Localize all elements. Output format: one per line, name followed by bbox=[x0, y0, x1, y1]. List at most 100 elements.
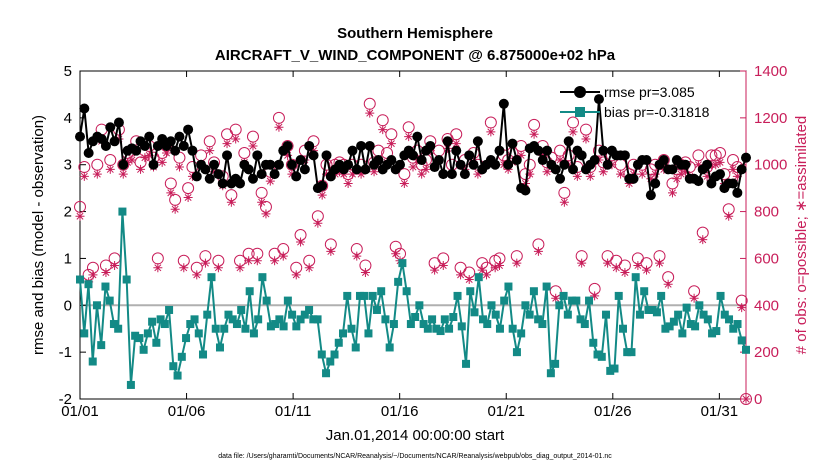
obs-assimilated-point bbox=[568, 127, 578, 137]
obs-assimilated-point bbox=[430, 265, 440, 275]
left-tick-label: -1 bbox=[59, 344, 72, 361]
rmse-point bbox=[131, 145, 142, 156]
bias-point bbox=[703, 315, 712, 324]
obs-assimilated-point bbox=[88, 270, 98, 280]
obs-possible-point bbox=[385, 128, 398, 141]
bias-point bbox=[563, 310, 572, 319]
obs-assimilated-point bbox=[456, 270, 466, 280]
bias-point bbox=[105, 296, 114, 305]
left-tick-label: 4 bbox=[64, 110, 72, 127]
bias-point bbox=[330, 350, 339, 359]
rmse-point bbox=[269, 169, 280, 180]
bias-point bbox=[322, 369, 331, 378]
bias-point bbox=[131, 331, 140, 340]
rmse-point bbox=[446, 169, 457, 180]
bias-point bbox=[271, 320, 280, 329]
obs-assimilated-point bbox=[317, 190, 327, 200]
obs-assimilated-point bbox=[533, 246, 543, 256]
bias-point bbox=[215, 343, 224, 352]
chart-subtitle: AIRCRAFT_V_WIND_COMPONENT @ 6.875000e+02… bbox=[215, 47, 616, 64]
bias-point bbox=[483, 320, 492, 329]
obs-assimilated-point bbox=[616, 169, 626, 179]
rmse-point bbox=[589, 155, 600, 166]
obs-possible-point bbox=[484, 116, 497, 129]
rmse-point bbox=[395, 159, 406, 170]
bias-point bbox=[491, 310, 500, 319]
bias-point bbox=[635, 310, 644, 319]
obs-possible-point bbox=[246, 130, 259, 143]
rmse-point bbox=[728, 178, 739, 189]
bias-point bbox=[135, 334, 144, 343]
rmse-point bbox=[321, 150, 332, 161]
obs-assimilated-point bbox=[356, 169, 366, 179]
bias-point bbox=[440, 315, 449, 324]
rmse-point bbox=[295, 155, 306, 166]
rmse-point bbox=[183, 124, 194, 135]
rmse-point bbox=[299, 164, 310, 175]
obs-assimilated-point bbox=[326, 246, 336, 256]
bias-point bbox=[80, 329, 89, 338]
bias-point bbox=[258, 273, 267, 282]
rmse-point bbox=[459, 169, 470, 180]
bias-point bbox=[305, 305, 314, 314]
bias-point bbox=[143, 329, 152, 338]
obs-assimilated-point bbox=[365, 108, 375, 118]
obs-assimilated-point bbox=[391, 249, 401, 259]
bias-point bbox=[279, 322, 288, 331]
x-tick-label: 01/06 bbox=[168, 403, 206, 420]
rmse-point bbox=[109, 136, 120, 147]
obs-assimilated-point bbox=[693, 160, 703, 170]
legend-label: bias pr=-0.31818 bbox=[604, 104, 710, 120]
obs-assimilated-point bbox=[265, 176, 275, 186]
bias-point bbox=[368, 291, 377, 300]
obs-assimilated-point bbox=[650, 169, 660, 179]
obs-possible-point bbox=[614, 158, 627, 171]
rmse-point bbox=[217, 178, 228, 189]
bias-point bbox=[661, 324, 670, 333]
bias-point bbox=[568, 296, 577, 305]
obs-assimilated-point bbox=[655, 258, 665, 268]
x-tick-label: 01/26 bbox=[594, 403, 632, 420]
obs-assimilated-point bbox=[166, 188, 176, 198]
obs-assimilated-point bbox=[667, 188, 677, 198]
obs-assimilated-point bbox=[490, 263, 500, 273]
obs-assimilated-point bbox=[698, 235, 708, 245]
bias-point bbox=[389, 320, 398, 329]
bias-point bbox=[152, 338, 161, 347]
rmse-point bbox=[113, 117, 124, 128]
rmse-point bbox=[247, 173, 258, 184]
bias-point bbox=[525, 310, 534, 319]
rmse-point bbox=[442, 136, 453, 147]
bias-point bbox=[657, 291, 666, 300]
obs-possible-point bbox=[182, 182, 195, 195]
bias-point bbox=[109, 320, 118, 329]
obs-assimilated-point bbox=[252, 256, 262, 266]
obs-assimilated-point bbox=[724, 211, 734, 221]
obs-assimilated-point bbox=[360, 267, 370, 277]
right-tick-label: 1400 bbox=[754, 63, 787, 80]
obs-assimilated-point bbox=[75, 211, 85, 221]
rmse-point bbox=[741, 152, 751, 163]
bias-point bbox=[627, 348, 636, 357]
bias-point bbox=[597, 352, 606, 361]
rmse-point bbox=[282, 140, 293, 151]
obs-assimilated-point bbox=[231, 134, 241, 144]
obs-assimilated-point bbox=[235, 263, 245, 273]
bias-point bbox=[453, 291, 462, 300]
bias-point bbox=[580, 320, 589, 329]
obs-assimilated-point bbox=[170, 204, 180, 214]
obs-assimilated-point bbox=[278, 251, 288, 261]
right-tick-label: 1200 bbox=[754, 110, 787, 127]
obs-assimilated-point bbox=[525, 169, 535, 179]
bias-point bbox=[733, 320, 742, 329]
bias-point bbox=[462, 359, 471, 368]
obs-assimilated-point bbox=[257, 197, 267, 207]
bias-point bbox=[398, 259, 407, 268]
obs-assimilated-point bbox=[637, 169, 647, 179]
plot-frame bbox=[79, 70, 747, 400]
bias-point bbox=[194, 329, 203, 338]
bias-point bbox=[173, 371, 182, 380]
obs-assimilated-point bbox=[473, 169, 483, 179]
rmse-point bbox=[83, 148, 94, 158]
obs-assimilated-point bbox=[482, 270, 492, 280]
